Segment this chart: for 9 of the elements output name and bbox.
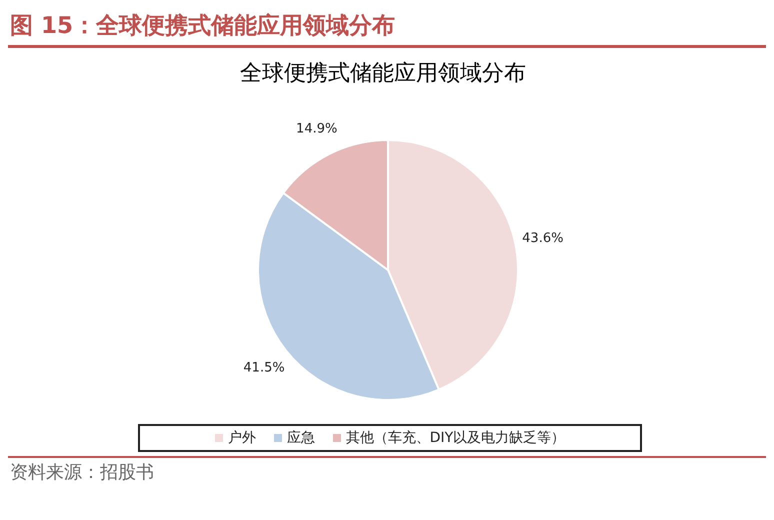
data-label: 43.6% bbox=[522, 230, 564, 246]
data-label: 14.9% bbox=[296, 121, 338, 136]
text: 资料来源：招股书 bbox=[8, 456, 766, 484]
legend-label: 户外 bbox=[226, 429, 256, 447]
legend-label: 其他（车充、DIY以及电力缺乏等） bbox=[344, 429, 566, 447]
chart-subtitle: 全球便携式储能应用领域分布 bbox=[240, 61, 526, 86]
legend-label: 应急 bbox=[286, 429, 315, 447]
chart-title: 图 15：全球便携式储能应用领域分布 bbox=[8, 8, 766, 48]
data-label: 41.5% bbox=[243, 360, 285, 376]
